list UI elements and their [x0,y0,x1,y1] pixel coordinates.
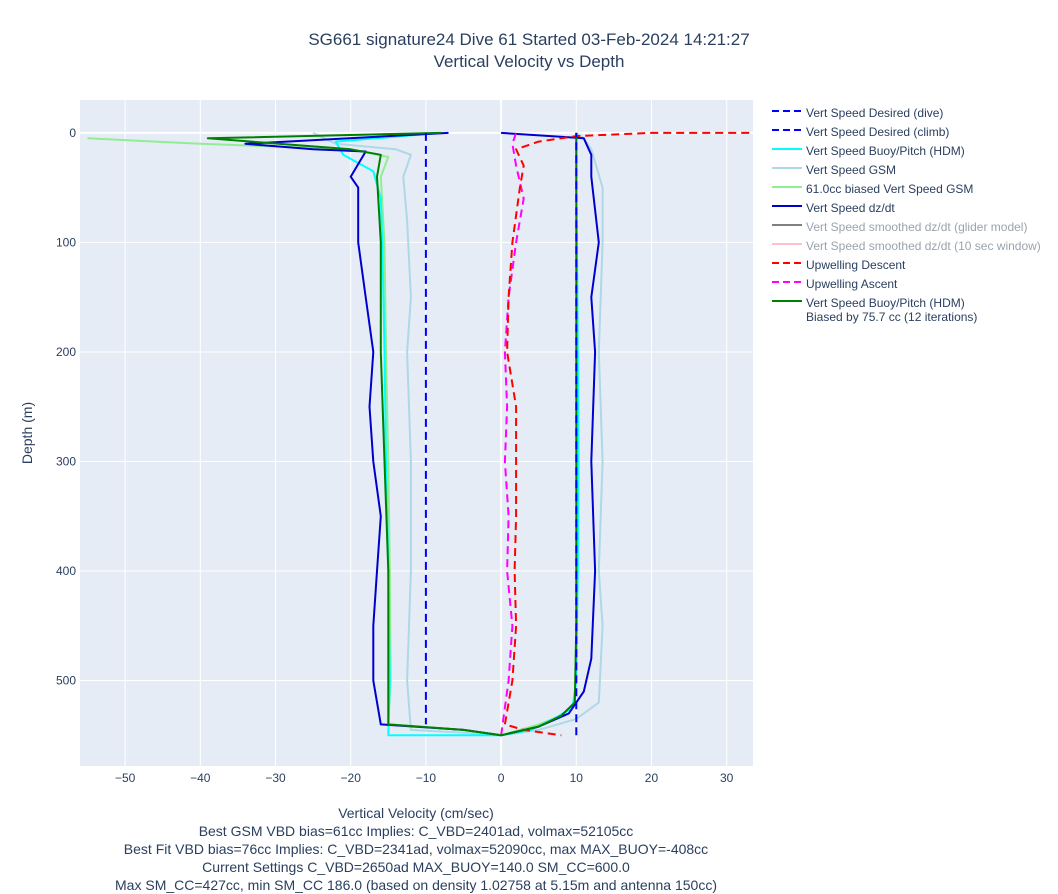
series-line [244,131,600,737]
series-line [500,132,525,736]
legend-item[interactable]: Vert Speed GSM [772,163,1041,182]
y-tick-label: 100 [56,235,76,249]
x-axis-label: Vertical Velocity (cm/sec) [338,805,494,821]
legend-label: Vert Speed smoothed dz/dt (glider model) [806,220,1028,234]
legend-item[interactable]: Upwelling Ascent [772,277,1041,296]
legend-swatch [772,243,802,245]
series-line [312,131,604,737]
legend-item[interactable]: Vert Speed smoothed dz/dt (10 sec window… [772,239,1041,258]
x-tick-label: 0 [498,771,505,785]
legend-swatch [772,300,802,302]
legend-item[interactable]: Vert Speed dz/dt [772,201,1041,220]
y-axis-label: Depth (m) [19,402,35,464]
legend-label: Vert Speed Desired (dive) [806,106,944,120]
legend-label: Vert Speed Buoy/Pitch (HDM) Biased by 75… [806,296,978,324]
series-line [206,131,578,737]
legend-swatch [772,186,802,188]
legend-item[interactable]: Vert Speed Desired (dive) [772,106,1041,125]
chart-title: SG661 signature24 Dive 61 Started 03-Feb… [308,30,750,49]
legend-swatch [772,205,802,207]
x-tick-label: −20 [341,771,362,785]
x-tick-label: −50 [115,771,136,785]
series-line [334,131,580,737]
annotation-line: Current Settings C_VBD=2650ad MAX_BUOY=1… [202,859,630,875]
legend-label: 61.0cc biased Vert Speed GSM [806,182,974,196]
y-tick-label: 400 [56,564,76,578]
legend-label: Upwelling Ascent [806,277,898,291]
legend-label: Vert Speed Buoy/Pitch (HDM) [806,144,965,158]
chart-subtitle: Vertical Velocity vs Depth [433,52,625,71]
y-tick-label: 0 [69,126,76,140]
legend-swatch [772,129,802,131]
x-tick-label: −30 [265,771,286,785]
x-tick-label: 20 [645,771,659,785]
legend-item[interactable]: Vert Speed smoothed dz/dt (glider model) [772,220,1041,239]
legend-swatch [772,262,802,264]
plot-area [80,100,753,766]
annotation-line: Best GSM VBD bias=61cc Implies: C_VBD=24… [198,823,634,839]
legend-label: Vert Speed dz/dt [806,201,895,215]
x-tick-label: 10 [570,771,584,785]
legend-swatch [772,110,802,112]
legend-item[interactable]: 61.0cc biased Vert Speed GSM [772,182,1041,201]
legend-item[interactable]: Vert Speed Desired (climb) [772,125,1041,144]
legend-item[interactable]: Upwelling Descent [772,258,1041,277]
y-tick-label: 300 [56,454,76,468]
legend: Vert Speed Desired (dive) Vert Speed Desi… [772,106,1041,330]
legend-label: Vert Speed smoothed dz/dt (10 sec window… [806,239,1041,253]
legend-label: Upwelling Descent [806,258,906,272]
legend-item[interactable]: Vert Speed Buoy/Pitch (HDM) [772,144,1041,163]
annotation-line: Max SM_CC=427cc, min SM_CC 186.0 (based … [115,877,717,893]
x-tick-label: −40 [190,771,211,785]
series-line [503,131,750,737]
x-tick-label: 30 [720,771,734,785]
y-tick-label: 500 [56,674,76,688]
legend-item[interactable]: Vert Speed Buoy/Pitch (HDM) Biased by 75… [772,296,1041,330]
legend-swatch [772,224,802,226]
legend-label: Vert Speed GSM [806,163,897,177]
series-layer [87,131,750,737]
legend-swatch [772,148,802,150]
legend-swatch [772,167,802,169]
legend-swatch [772,281,802,283]
legend-label: Vert Speed Desired (climb) [806,125,950,139]
annotation-line: Best Fit VBD bias=76cc Implies: C_VBD=23… [123,841,709,857]
x-tick-label: −10 [416,771,437,785]
y-tick-label: 200 [56,345,76,359]
